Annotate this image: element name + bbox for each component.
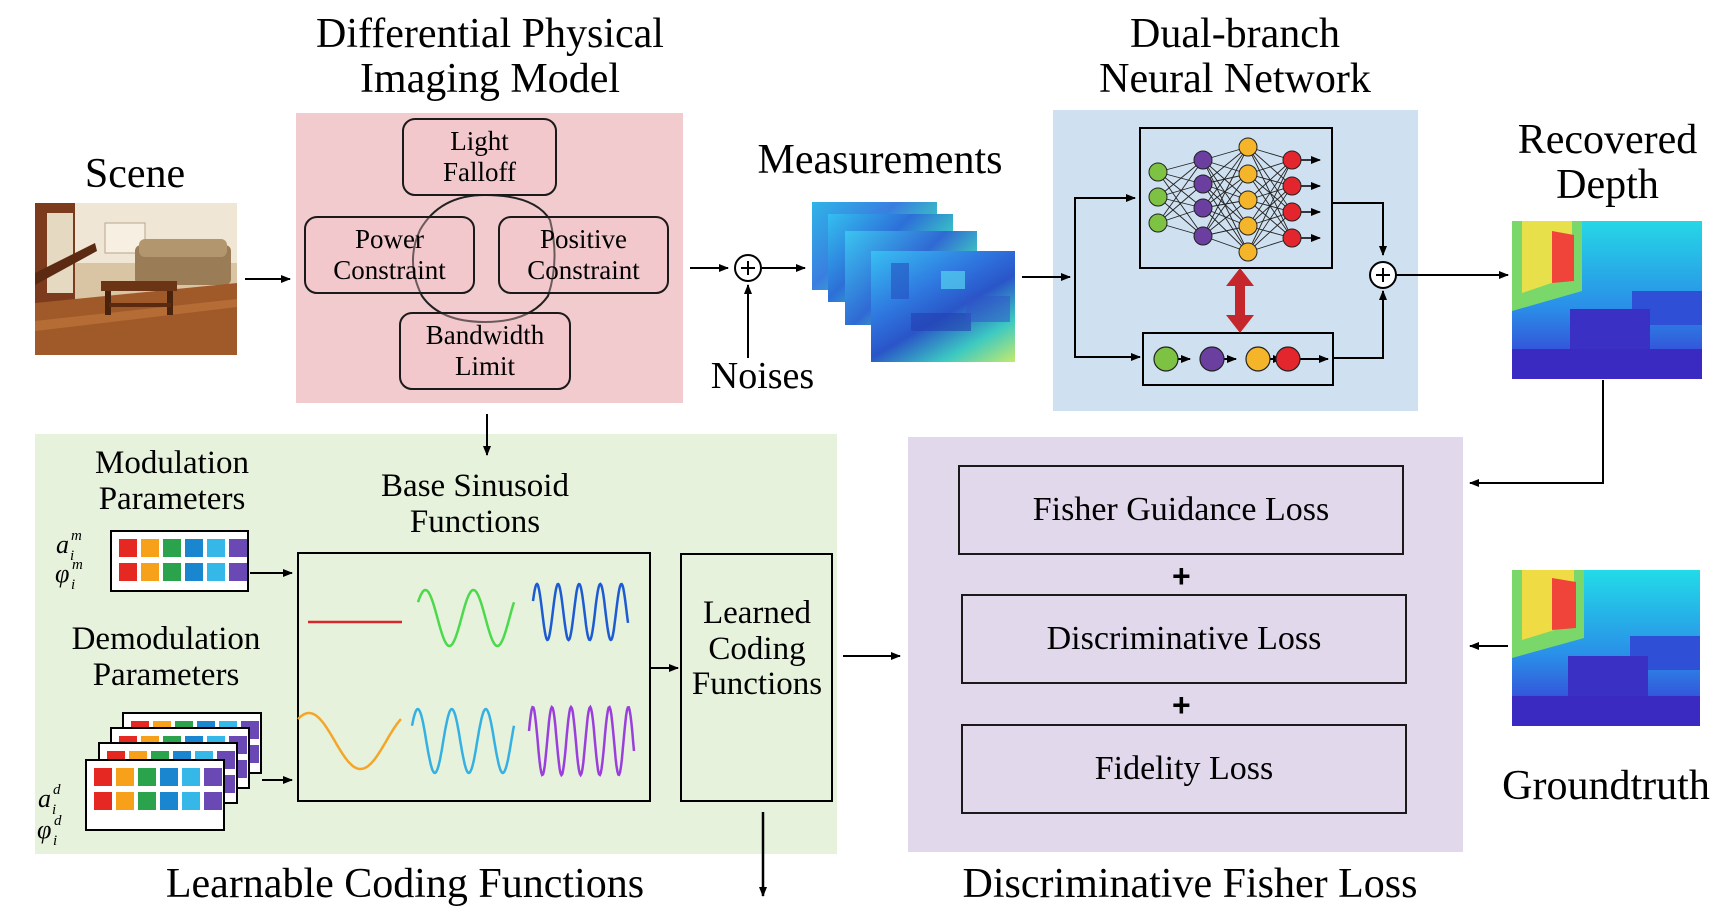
svg-text:i: i [71,577,75,593]
learned-coding-label: Learned Coding Functions [691,595,823,703]
coding-title: Learnable Coding Functions [165,861,645,907]
modulation-label: Modulation Parameters [95,445,249,517]
param-cell [141,563,159,581]
demodulation-param-grids [85,712,262,831]
chain-nodes [1153,346,1329,372]
loss-title: Discriminative Fisher Loss [962,861,1418,907]
param-cell [119,563,137,581]
svg-text:m: m [71,528,82,544]
param-symbols: a im φ im a id φ id [37,528,83,849]
network-title: Dual-branch Neural Network [1099,11,1371,103]
param-cell [94,792,112,810]
param-cell [182,792,200,810]
param-cell [138,768,156,786]
svg-text:φ: φ [55,559,69,588]
imaging-model-title: Differential Physical Imaging Model [316,11,664,103]
base-sinusoid-label: Base Sinusoid Functions [381,468,569,540]
scene-image [35,203,237,355]
fisher-guidance-loss-box: Fisher Guidance Loss [958,465,1404,555]
param-cell [207,563,225,581]
param-cell [163,563,181,581]
param-cell [207,539,225,557]
learned-coding-box [680,553,833,802]
mlp-branch-box [1139,127,1333,269]
noises-label: Noises [710,355,815,397]
recovered-depth-label: Recovered Depth [1517,117,1698,209]
svg-text:φ: φ [37,815,51,844]
param-cell [204,768,222,786]
param-cell [185,563,203,581]
loss-panel [908,437,1463,852]
discriminative-loss-box: Discriminative Loss [961,594,1407,684]
bandwidth-limit-box: Bandwidth Limit [399,312,571,390]
param-cell [116,768,134,786]
param-cell [182,768,200,786]
param-cell [119,539,137,557]
plus-sign-2: + [1172,687,1191,723]
param-cell [138,792,156,810]
param-cell [141,539,159,557]
mlp-connections [1157,146,1293,253]
param-cell [229,563,247,581]
sinusoid-orange [297,711,402,771]
svg-text:i: i [70,548,74,564]
param-cell [160,768,178,786]
sinusoid-cyan [410,707,516,775]
mlp-nodes [1148,137,1302,262]
sinusoid-green [416,588,516,648]
svg-text:m: m [72,557,83,573]
svg-text:a: a [38,784,51,813]
svg-text:i: i [52,802,56,818]
sinusoid-violet [527,704,636,778]
groundtruth-label: Groundtruth [1502,763,1710,809]
demodulation-label: Demodulation Parameters [71,621,261,693]
fidelity-loss-box: Fidelity Loss [961,724,1407,814]
param-cell [116,792,134,810]
param-cell [160,792,178,810]
param-cell [163,539,181,557]
param-cell [204,792,222,810]
param-cell [229,539,247,557]
svg-text:d: d [53,782,61,798]
sinusoid-blue [531,582,630,642]
svg-text:i: i [53,833,57,849]
positive-constraint-box: Positive Constraint [498,216,669,294]
modulation-param-grid [110,530,249,592]
light-falloff-box: Light Falloff [402,118,557,196]
param-cell [94,768,112,786]
svg-text:a: a [56,530,69,559]
param-cell [185,539,203,557]
imaging-model-panel [296,113,683,403]
recovered-depth-image [1512,221,1702,379]
red-double-arrow [1226,268,1254,333]
scene-label: Scene [84,151,186,197]
groundtruth-image [1512,570,1700,726]
sinusoid-box [297,552,651,802]
measurements-label: Measurements [757,137,1003,183]
power-constraint-box: Power Constraint [304,216,475,294]
svg-text:d: d [54,813,62,829]
plus-sign-1: + [1172,558,1191,594]
